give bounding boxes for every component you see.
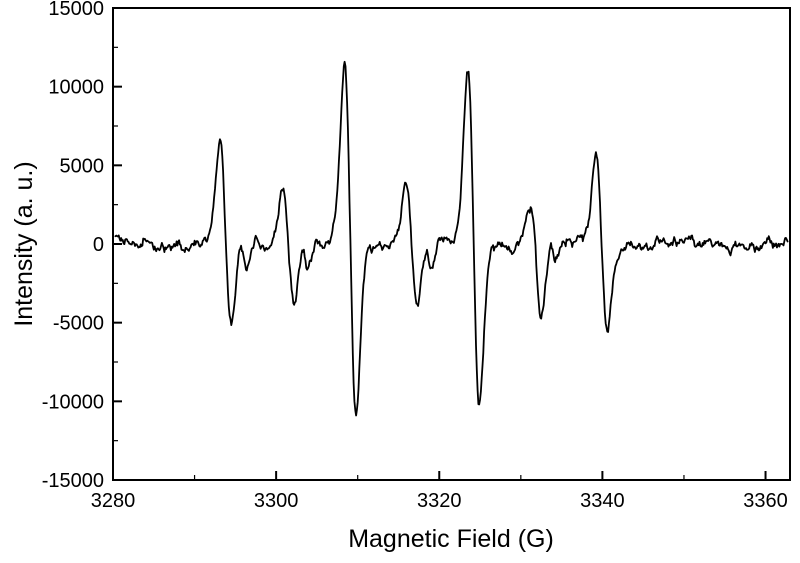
spectrum-line bbox=[114, 60, 789, 417]
y-tick-label: -5000 bbox=[53, 313, 104, 335]
y-tick-label: -10000 bbox=[42, 391, 104, 413]
y-tick-label: 10000 bbox=[48, 77, 104, 99]
y-tick-label: 5000 bbox=[60, 155, 105, 177]
y-tick-label: 0 bbox=[93, 234, 104, 256]
x-tick-label: 3280 bbox=[91, 490, 136, 512]
x-tick-label: 3360 bbox=[743, 490, 788, 512]
y-tick-label: -15000 bbox=[42, 470, 104, 492]
x-tick-label: 3320 bbox=[417, 490, 462, 512]
x-tick-label: 3300 bbox=[254, 490, 299, 512]
x-tick-label: 3340 bbox=[580, 490, 625, 512]
plot-frame bbox=[112, 7, 791, 481]
x-axis-title: Magnetic Field (G) bbox=[348, 525, 554, 553]
y-tick-label: 15000 bbox=[48, 0, 104, 20]
y-axis-title: Intensity (a. u.) bbox=[10, 161, 38, 326]
chart-layer: 3280 3300 3320 3340 3360 -15000 -10000 -5000 0 50… bbox=[42, 0, 791, 512]
